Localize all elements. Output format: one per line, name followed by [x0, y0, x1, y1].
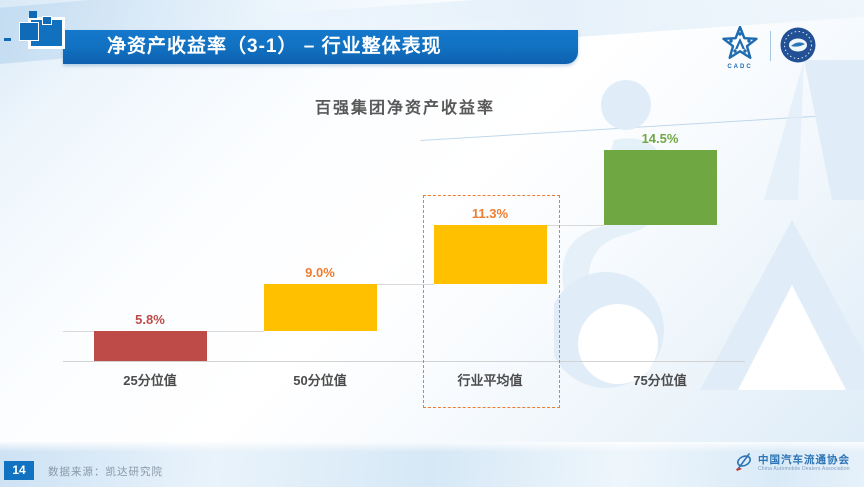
footer-band — [0, 442, 864, 487]
bar-25th-percentile — [93, 331, 207, 361]
cadc-caption: CADC — [727, 64, 753, 70]
deco-squares-icon — [42, 16, 52, 25]
association-seal-icon — [779, 26, 817, 69]
cadc-logo: CADC — [718, 25, 762, 70]
x-axis-category-label: 50分位值 — [293, 373, 347, 388]
deco-squares-icon — [19, 22, 39, 41]
x-axis-category-label: 25分位值 — [123, 373, 177, 388]
association-name-cn: 中国汽车流通协会 — [758, 453, 850, 466]
bar-50th-percentile — [263, 284, 377, 331]
bar-value-label: 5.8% — [135, 312, 165, 327]
association-logo: 中国汽车流通协会 China Automobile Dealers Associ… — [733, 452, 850, 474]
data-source-text: 数据来源：凯达研究院 — [48, 466, 163, 478]
association-logo-icon — [736, 453, 751, 471]
chart-title: 百强集团净资产收益率 — [314, 100, 495, 117]
x-axis-category-label: 行业平均值 — [457, 373, 523, 388]
bar-value-label: 14.5% — [641, 131, 679, 146]
x-axis-line — [63, 361, 745, 362]
cadc-watermark-icon — [554, 60, 864, 390]
x-axis-category-label: 75分位值 — [633, 373, 687, 388]
slide-title: 净资产收益率（3-1） – 行业整体表现 — [107, 36, 442, 57]
cadc-star-icon — [722, 25, 758, 59]
bar-value-label: 11.3% — [471, 206, 509, 221]
connector-line — [376, 284, 434, 285]
deco-squares-icon — [29, 11, 37, 18]
page-number: 14 — [4, 461, 34, 480]
logo-divider — [770, 31, 771, 61]
bar-industry-average — [433, 225, 547, 284]
bar-75th-percentile — [603, 150, 717, 225]
bar-value-label: 9.0% — [305, 265, 335, 280]
slide-title-banner: 净资产收益率（3-1） – 行业整体表现 — [63, 30, 578, 64]
association-name-en: China Automobile Dealers Association — [758, 465, 850, 472]
deco-squares-icon — [4, 38, 11, 41]
